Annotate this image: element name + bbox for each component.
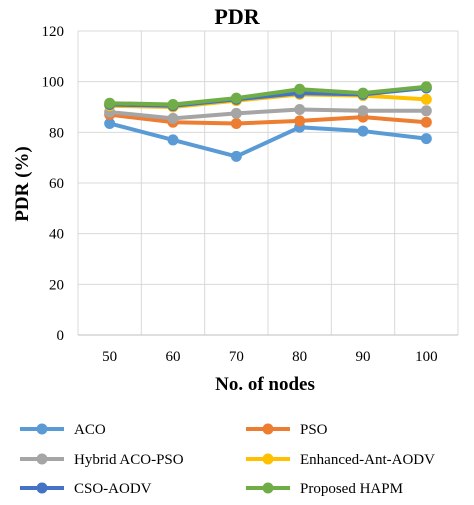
legend-item: PSO (246, 422, 328, 438)
series-line (109, 112, 427, 126)
gridlines (77, 30, 459, 335)
data-point (357, 87, 369, 99)
data-point (420, 93, 432, 105)
legend-item: CSO-AODV (20, 481, 152, 497)
x-tick-label: 50 (102, 349, 117, 365)
legend-swatch-marker (36, 453, 48, 465)
data-point (167, 112, 179, 124)
axes: 0 20 40 60 80 100 120 50 60 70 80 90 100 (42, 24, 458, 365)
x-tick-label: 60 (166, 349, 181, 365)
data-point (420, 81, 432, 93)
data-point (420, 116, 432, 128)
x-axis-title: No. of nodes (215, 374, 315, 395)
data-point (420, 105, 432, 117)
data-point (104, 117, 116, 129)
series-aco (104, 117, 432, 162)
data-point (357, 125, 369, 137)
series-line (109, 121, 427, 159)
x-tick-label: 90 (356, 349, 371, 365)
x-tick-label: 100 (415, 349, 438, 365)
legend-item: Enhanced-Ant-AODV (246, 452, 435, 468)
y-tick-label: 80 (49, 125, 64, 141)
data-point (294, 115, 306, 127)
legend-swatch-marker (262, 482, 274, 494)
chart-title: PDR (214, 4, 260, 29)
data-point (104, 97, 116, 109)
y-tick-label: 100 (42, 75, 65, 91)
data-point (357, 105, 369, 117)
data-point (294, 83, 306, 95)
y-tick-label: 60 (49, 176, 64, 192)
legend-label: Enhanced-Ant-AODV (300, 452, 435, 468)
legend-label: Hybrid ACO-PSO (74, 452, 184, 468)
series-line (109, 84, 427, 107)
legend-swatch-marker (36, 423, 48, 435)
legend-swatch-marker (262, 423, 274, 435)
data-point (420, 133, 432, 145)
legend-item: Proposed HAPM (246, 481, 403, 497)
legend-item: ACO (20, 422, 106, 438)
data-point (167, 98, 179, 110)
data-point (230, 117, 242, 129)
y-tick-label: 20 (49, 277, 64, 293)
legend-swatch-marker (262, 453, 274, 465)
x-tick-label: 70 (229, 349, 244, 365)
data-point (294, 104, 306, 116)
series-proposed-hapm (104, 81, 432, 110)
data-point (230, 92, 242, 104)
legend-label: Proposed HAPM (300, 481, 403, 497)
legend-item: Hybrid ACO-PSO (20, 452, 184, 468)
legend-swatch-marker (36, 482, 48, 494)
y-axis-title: PDR (%) (12, 146, 33, 221)
series-lines (104, 81, 432, 162)
data-point (230, 150, 242, 162)
legend-label: ACO (74, 422, 106, 438)
legend-label: CSO-AODV (74, 481, 152, 497)
y-tick-label: 120 (42, 24, 65, 40)
data-point (230, 107, 242, 119)
y-tick-label: 0 (57, 328, 65, 344)
y-tick-label: 40 (49, 227, 64, 243)
data-point (167, 134, 179, 146)
x-tick-label: 80 (292, 349, 307, 365)
legend-label: PSO (300, 422, 328, 438)
series-line (109, 107, 427, 121)
legend: ACO PSO Hybrid ACO-PSO Enhanced-Ant-AODV CSO… (20, 422, 435, 497)
